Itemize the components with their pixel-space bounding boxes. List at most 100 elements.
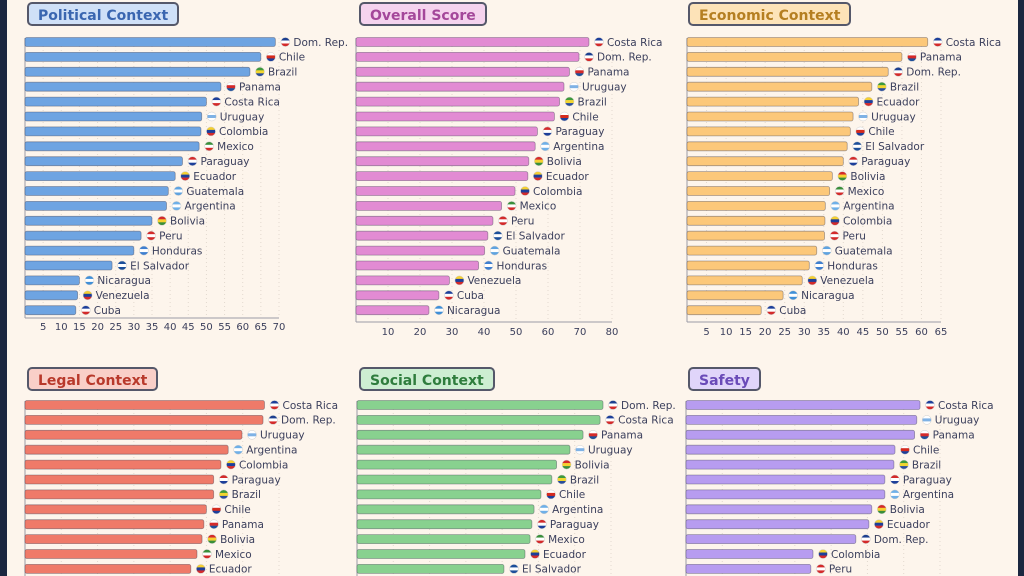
bar-costa-rica	[356, 414, 601, 425]
category-label: Venezuela	[820, 275, 874, 287]
bar-cuba	[24, 305, 77, 316]
flag-mexico-icon	[202, 549, 212, 559]
bar-guatemala	[24, 186, 169, 196]
x-tick-label: 50	[510, 327, 523, 338]
category-label: Mexico	[548, 534, 585, 546]
social-context-chart: Dom. Rep. Costa Rica Panama Uruguay Bolivia B…	[356, 400, 676, 576]
bar-ecuador	[355, 171, 529, 182]
bar-panama	[24, 81, 222, 92]
flag-mexico-icon	[506, 201, 517, 211]
x-tick-label: 55	[896, 327, 909, 338]
bar-argentina	[355, 141, 536, 152]
x-tick-label: 70	[574, 327, 587, 338]
flag-argentina-icon	[539, 504, 549, 515]
flag-chile-icon	[559, 111, 570, 122]
category-label: Panama	[601, 430, 643, 442]
flag-mexico-icon	[535, 534, 545, 544]
bar-uruguay	[685, 414, 918, 425]
category-label: Panama	[933, 430, 975, 442]
x-tick-label: 25	[778, 327, 791, 338]
flag-guatemala-icon	[821, 245, 832, 256]
category-label: Peru	[159, 231, 182, 243]
x-tick-label: 70	[273, 322, 286, 333]
x-tick-label: 15	[739, 327, 752, 338]
category-label: Brazil	[570, 474, 599, 486]
bar-nicaragua	[686, 290, 784, 301]
bar-argentina	[24, 444, 229, 455]
flag-el-salvador-icon	[852, 141, 862, 152]
bar-venezuela	[24, 290, 79, 301]
category-label: Guatemala	[835, 245, 893, 257]
bar-brazil	[24, 489, 215, 500]
flag-cuba-icon	[81, 305, 91, 315]
bar-brazil	[356, 474, 553, 485]
flag-nicaragua-icon	[434, 305, 444, 315]
category-label: Costa Rica	[938, 400, 994, 412]
flag-costa-rica-icon	[269, 400, 280, 410]
flag-bolivia-icon	[157, 216, 167, 226]
bar-panama	[355, 66, 570, 77]
flag-colombia-icon	[520, 186, 530, 196]
category-label: Dom. Rep.	[874, 534, 929, 546]
bar-colombia	[24, 126, 202, 137]
bar-costa-rica	[685, 400, 921, 410]
x-tick-label: 60	[236, 322, 249, 333]
flag-bolivia-icon	[534, 156, 544, 166]
flag-brazil-icon	[255, 67, 265, 77]
bar-honduras	[24, 245, 135, 256]
category-label: Ecuador	[193, 171, 237, 183]
social-context-title: Social Context	[359, 367, 495, 391]
bar-ecuador	[686, 96, 859, 107]
category-label: Dom. Rep.	[597, 52, 652, 64]
category-label: El Salvador	[522, 564, 582, 576]
x-tick-label: 55	[218, 322, 231, 333]
category-label: Brazil	[268, 67, 297, 79]
political-context-title: Political Context	[27, 2, 180, 26]
flag-panama-icon	[919, 430, 930, 440]
x-tick-label: 35	[817, 327, 830, 338]
flag-brazil-icon	[557, 474, 567, 485]
bar-brazil	[686, 81, 873, 92]
category-label: Nicaragua	[97, 275, 150, 287]
category-label: Paraguay	[903, 474, 952, 486]
category-label: Cuba	[457, 290, 484, 302]
right-frame-border	[1018, 0, 1024, 576]
bar-chile	[355, 111, 555, 122]
bar-chile	[685, 444, 896, 455]
bar-nicaragua	[24, 275, 80, 286]
category-label: Chile	[224, 504, 250, 516]
flag-ecuador-icon	[863, 96, 874, 107]
bar-mexico	[686, 186, 831, 196]
flag-panama-icon	[588, 430, 598, 440]
x-tick-label: 5	[40, 322, 46, 333]
flag-argentina-icon	[540, 141, 550, 152]
category-label: El Salvador	[506, 231, 566, 243]
x-tick-label: 10	[382, 327, 395, 338]
flag-peru-icon	[829, 230, 840, 241]
category-label: Cuba	[779, 305, 806, 317]
category-label: Brazil	[232, 489, 261, 501]
bar-panama	[356, 429, 584, 440]
flag-honduras-icon	[483, 260, 494, 271]
category-label: Chile	[559, 489, 585, 501]
bar-ecuador	[24, 564, 192, 574]
bar-dom-rep	[355, 52, 580, 62]
flag-paraguay-icon	[537, 519, 547, 529]
category-label: Brazil	[890, 82, 919, 94]
category-label: Colombia	[533, 186, 582, 198]
bar-venezuela	[355, 275, 450, 286]
flag-dom-rep-icon	[861, 534, 871, 544]
category-label: Costa Rica	[282, 400, 338, 412]
x-tick-label: 30	[446, 327, 459, 338]
category-label: Paraguay	[232, 474, 281, 486]
bar-mexico	[24, 141, 200, 152]
bar-el-salvador	[686, 141, 848, 152]
flag-mexico-icon	[204, 141, 214, 152]
flag-el-salvador-icon	[117, 260, 127, 271]
category-label: Venezuela	[467, 275, 521, 287]
safety-title: Safety	[688, 367, 761, 391]
flag-uruguay-icon	[922, 415, 932, 425]
bar-chile	[24, 52, 262, 62]
flag-colombia-icon	[830, 216, 840, 226]
flag-dom-rep-icon	[280, 37, 291, 47]
